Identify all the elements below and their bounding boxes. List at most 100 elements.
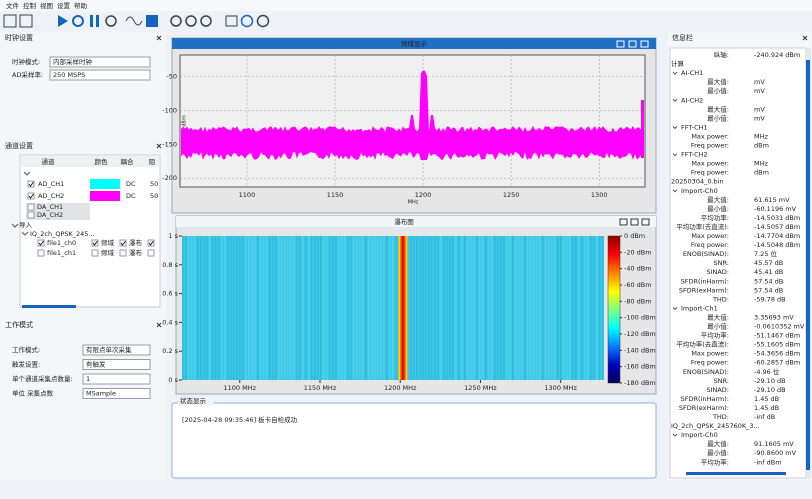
heatmap-stripe <box>578 236 580 380</box>
checkbox[interactable] <box>91 239 99 247</box>
info-value: MHz <box>754 160 768 168</box>
tool-icon[interactable] <box>200 15 212 27</box>
select-box[interactable] <box>82 388 151 399</box>
edge-spike <box>641 100 644 158</box>
tool-icon[interactable] <box>58 15 68 27</box>
window-button[interactable] <box>628 40 637 48</box>
checkbox[interactable] <box>147 239 155 247</box>
checkbox[interactable] <box>119 249 127 257</box>
menu-item[interactable]: 文件 <box>6 1 20 10</box>
close-button[interactable] <box>156 322 162 328</box>
heatmap-stripe <box>200 236 202 380</box>
checkbox[interactable] <box>27 211 35 219</box>
checkbox[interactable] <box>27 203 35 211</box>
heatmap-stripe <box>527 236 529 380</box>
menu-item[interactable]: 设置 <box>57 1 71 10</box>
tool-icon[interactable] <box>3 14 17 28</box>
tree-arrow <box>672 126 678 130</box>
info-label: SINAD: <box>706 268 729 276</box>
info-label: 最小值: <box>707 448 729 457</box>
select-box[interactable] <box>49 56 151 68</box>
info-label: Freq power: <box>691 142 729 150</box>
info-value: -29.10 dB <box>754 386 786 394</box>
info-label: 最大值: <box>707 104 729 113</box>
info-value: 45.57 dB <box>754 259 783 267</box>
tool-icon[interactable] <box>125 16 143 26</box>
window-button[interactable] <box>641 218 650 226</box>
heatmap-stripe <box>395 236 397 380</box>
tool-icon[interactable] <box>105 15 117 27</box>
scroll-thumb[interactable] <box>22 305 76 308</box>
tool-icon[interactable] <box>256 14 270 28</box>
info-label: Freq power: <box>691 359 729 367</box>
info-label: SNR: <box>714 377 730 385</box>
heatmap-stripe <box>251 236 253 380</box>
info-value: -240.924 dBm <box>754 51 800 59</box>
heatmap-stripe <box>572 236 574 380</box>
heatmap-stripe <box>575 236 577 380</box>
tool-icon[interactable] <box>185 15 197 27</box>
heatmap-stripe <box>209 236 211 380</box>
heatmap-stripe <box>536 236 538 380</box>
heatmap-stripe <box>491 236 493 380</box>
window-button[interactable] <box>640 40 649 48</box>
heatmap-stripe <box>602 236 604 380</box>
close-button[interactable] <box>156 143 162 149</box>
scroll-thumb[interactable] <box>806 60 810 470</box>
heatmap-stripe <box>260 236 262 380</box>
tool-icon[interactable] <box>96 15 99 27</box>
close-button[interactable] <box>802 35 808 41</box>
colorbar-label: -140 dBm <box>624 346 656 354</box>
info-label: Max power: <box>691 132 729 140</box>
status-message: [2025-04-28 09:35:46] 板卡自检成功 <box>182 415 298 424</box>
select-box[interactable] <box>82 359 151 370</box>
panel-title: 通道设置 <box>5 141 33 150</box>
heatmap-stripe <box>464 236 466 380</box>
window-button[interactable] <box>630 218 639 226</box>
tree-arrow <box>672 71 678 75</box>
tool-icon[interactable] <box>90 15 93 27</box>
heatmap-stripe <box>266 236 268 380</box>
heatmap-stripe <box>503 236 505 380</box>
tool-icon[interactable] <box>19 14 33 28</box>
checkbox[interactable] <box>27 180 35 188</box>
tool-icon[interactable] <box>170 15 182 27</box>
tree-arrow <box>672 433 678 437</box>
heatmap-stripe <box>335 236 337 380</box>
window-button[interactable] <box>619 218 628 226</box>
scroll-thumb[interactable] <box>686 472 786 475</box>
impedance: 50 <box>150 192 158 200</box>
tool-icon[interactable] <box>146 15 158 27</box>
hot-band <box>401 236 405 380</box>
info-value: -0.0610352 mV <box>754 323 805 331</box>
close-button[interactable] <box>156 35 162 41</box>
heatmap-stripe <box>557 236 559 380</box>
menu-item[interactable]: 控制 <box>23 1 37 10</box>
heatmap-stripe <box>413 236 415 380</box>
heatmap-stripe <box>221 236 223 380</box>
select-box[interactable] <box>49 69 151 81</box>
tool-icon[interactable] <box>72 15 84 27</box>
info-value: mV <box>754 114 765 122</box>
checkbox[interactable] <box>27 192 35 200</box>
select-box[interactable] <box>82 373 151 385</box>
menu-item[interactable]: 视图 <box>40 1 53 10</box>
window-button[interactable] <box>616 40 625 48</box>
heatmap-stripe <box>440 236 442 380</box>
info-label: 平均功率: <box>701 331 729 340</box>
menu-item[interactable]: 帮助 <box>74 1 88 10</box>
checkbox[interactable] <box>37 249 45 257</box>
info-label: Max power: <box>691 350 729 358</box>
checkbox[interactable] <box>119 239 127 247</box>
select-box[interactable] <box>82 344 151 356</box>
tool-icon[interactable] <box>240 14 254 28</box>
tool-icon[interactable] <box>225 15 238 27</box>
heatmap-stripe <box>299 236 301 380</box>
window-title: 瀑布图 <box>394 217 414 226</box>
heatmap-stripe <box>206 236 208 380</box>
checkbox[interactable] <box>37 239 45 247</box>
checkbox[interactable] <box>147 249 155 257</box>
impedance: 50 <box>150 180 158 188</box>
heatmap-stripe <box>419 236 421 380</box>
checkbox[interactable] <box>91 249 99 257</box>
